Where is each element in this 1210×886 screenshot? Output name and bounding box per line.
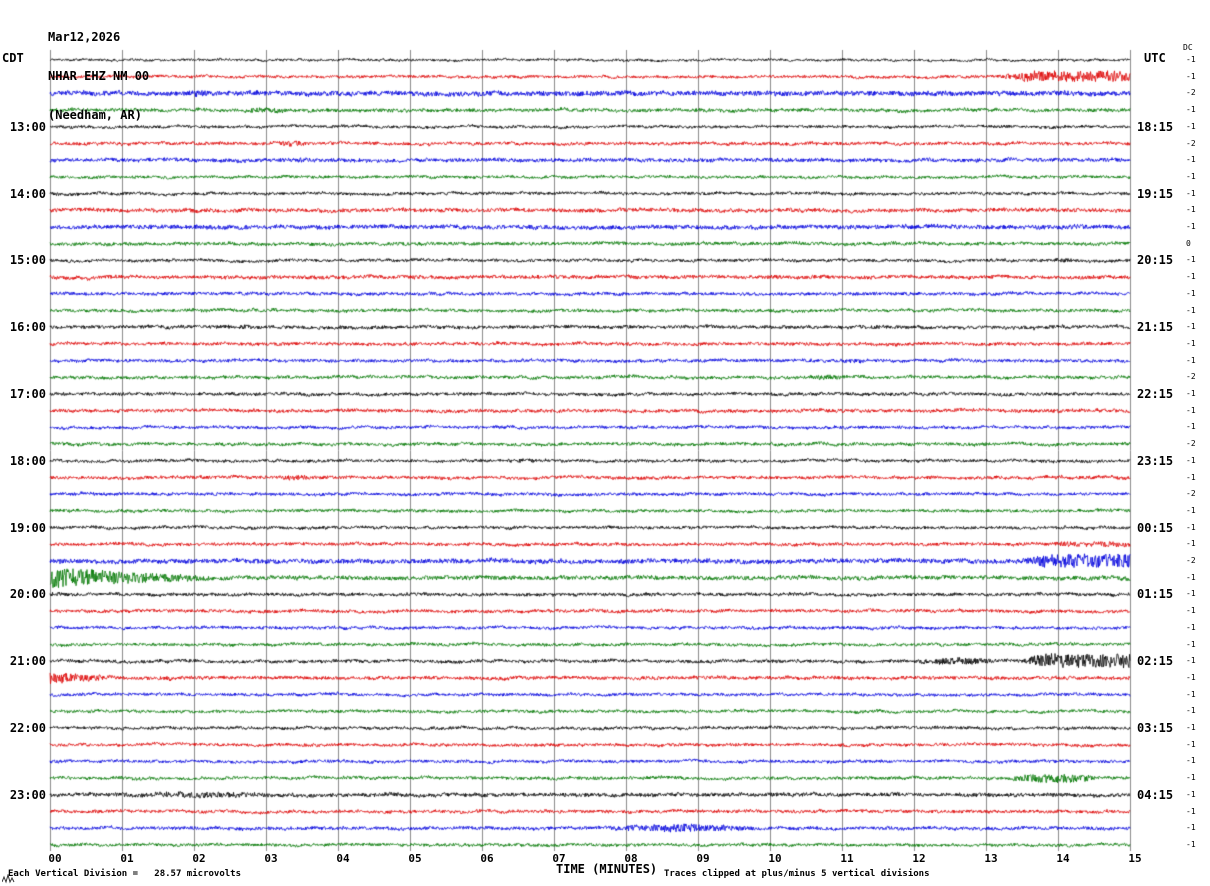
x-tick-label: 04	[336, 852, 350, 865]
dc-value: -1	[1186, 656, 1196, 666]
left-time-label: 20:00	[9, 587, 46, 602]
right-axis-header: UTC	[1144, 51, 1166, 65]
dc-value: -1	[1186, 572, 1196, 582]
x-tick-label: 13	[984, 852, 998, 865]
dc-value: -1	[1186, 355, 1196, 365]
right-time-label: 02:15	[1137, 654, 1174, 669]
dc-value: -1	[1186, 706, 1196, 716]
x-axis-label: TIME (MINUTES)	[556, 862, 658, 876]
dc-value: -1	[1186, 823, 1196, 833]
right-time-label: 03:15	[1137, 721, 1174, 735]
left-time-label: 15:00	[9, 253, 46, 268]
title-location: (Needham, AR)	[48, 108, 142, 122]
dc-value: -1	[1186, 222, 1196, 231]
dc-value: -1	[1186, 121, 1196, 131]
left-time-label: 17:00	[9, 387, 46, 401]
dc-value: -1	[1186, 272, 1196, 282]
x-tick-label: 08	[624, 852, 638, 865]
dc-value: -1	[1186, 389, 1196, 398]
dc-column-header: DC	[1183, 43, 1193, 52]
x-tick-label: 00	[48, 852, 62, 865]
seismic-squiggle-icon	[2, 874, 15, 884]
dc-value: -1	[1186, 155, 1196, 165]
right-time-label: 19:15	[1137, 186, 1174, 201]
dc-value: -1	[1186, 171, 1196, 181]
right-time-label: 23:15	[1137, 453, 1174, 468]
x-tick-label: 01	[120, 852, 134, 865]
right-time-label: 18:15	[1137, 119, 1174, 134]
left-time-label: 19:00	[9, 520, 46, 535]
dc-value: -1	[1186, 71, 1196, 81]
x-tick-label: 12	[912, 852, 926, 865]
x-tick-label: 09	[696, 852, 710, 865]
dc-value: -1	[1186, 305, 1196, 315]
dc-value: -1	[1186, 689, 1196, 699]
dc-value: -1	[1186, 672, 1196, 682]
dc-value: -1	[1186, 422, 1196, 432]
left-time-label: 16:00	[9, 320, 46, 335]
dc-value: -1	[1186, 539, 1196, 549]
dc-value: -1	[1186, 405, 1196, 415]
dc-value: -1	[1186, 756, 1196, 766]
title-date: Mar12,2026	[48, 30, 121, 44]
left-time-label: 21:00	[9, 654, 46, 669]
dc-value: -1	[1186, 205, 1196, 215]
dc-value: -1	[1186, 739, 1196, 749]
dc-value: -1	[1186, 773, 1196, 783]
dc-value: -2	[1186, 439, 1196, 449]
footer-scale-note: Each Vertical Division = 28.57 microvolt…	[8, 869, 241, 879]
x-tick-label: 15	[1128, 852, 1142, 865]
dc-value: -1	[1186, 606, 1196, 616]
dc-value: -1	[1186, 455, 1196, 465]
dc-value: -1	[1186, 255, 1196, 265]
right-time-label: 21:15	[1137, 320, 1174, 335]
dc-value: -2	[1186, 489, 1196, 499]
dc-value: -1	[1186, 589, 1196, 599]
dc-value: -2	[1186, 556, 1196, 565]
dc-value: -2	[1186, 372, 1196, 382]
title-block: Mar12,2026 NHAR EHZ NM 00 (Needham, AR)	[48, 5, 149, 148]
x-tick-label: 07	[552, 852, 566, 865]
dc-value: -1	[1186, 839, 1196, 849]
dc-value: -1	[1186, 338, 1196, 348]
dc-value: -1	[1186, 522, 1196, 532]
x-tick-label: 02	[192, 852, 206, 865]
dc-value: -1	[1186, 188, 1196, 198]
x-tick-label: 11	[840, 852, 854, 865]
dc-value: -1	[1186, 622, 1196, 632]
dc-value: -1	[1186, 105, 1196, 115]
left-time-label: 18:00	[9, 453, 46, 468]
dc-value: 0	[1186, 238, 1191, 248]
left-time-label: 23:00	[9, 787, 46, 802]
right-time-label: 22:15	[1137, 387, 1174, 401]
right-time-label: 01:15	[1137, 587, 1174, 602]
x-tick-label: 10	[768, 852, 782, 865]
dc-value: -2	[1186, 138, 1196, 148]
left-time-label: 22:00	[9, 721, 46, 735]
left-time-label: 13:00	[9, 119, 46, 134]
dc-value: -1	[1186, 472, 1196, 482]
title-station: NHAR EHZ NM 00	[48, 69, 150, 83]
right-time-label: 20:15	[1137, 253, 1174, 268]
dc-value: -1	[1186, 505, 1196, 515]
right-time-label: 04:15	[1137, 787, 1174, 802]
right-time-label: 00:15	[1137, 520, 1174, 535]
left-axis-header: CDT	[2, 51, 24, 65]
dc-value: -1	[1186, 55, 1196, 64]
x-tick-label: 14	[1056, 852, 1070, 865]
x-tick-label: 06	[480, 852, 494, 865]
dc-value: -1	[1186, 288, 1196, 298]
dc-value: -1	[1186, 806, 1196, 816]
left-time-label: 14:00	[9, 186, 46, 201]
footer-clip-note: Traces clipped at plus/minus 5 vertical …	[664, 869, 930, 879]
dc-value: -1	[1186, 639, 1196, 649]
dc-value: -1	[1186, 322, 1196, 332]
dc-value: -1	[1186, 723, 1196, 732]
dc-value: -2	[1186, 88, 1196, 98]
x-tick-label: 05	[408, 852, 422, 865]
dc-value: -1	[1186, 789, 1196, 799]
x-tick-label: 03	[264, 852, 278, 865]
